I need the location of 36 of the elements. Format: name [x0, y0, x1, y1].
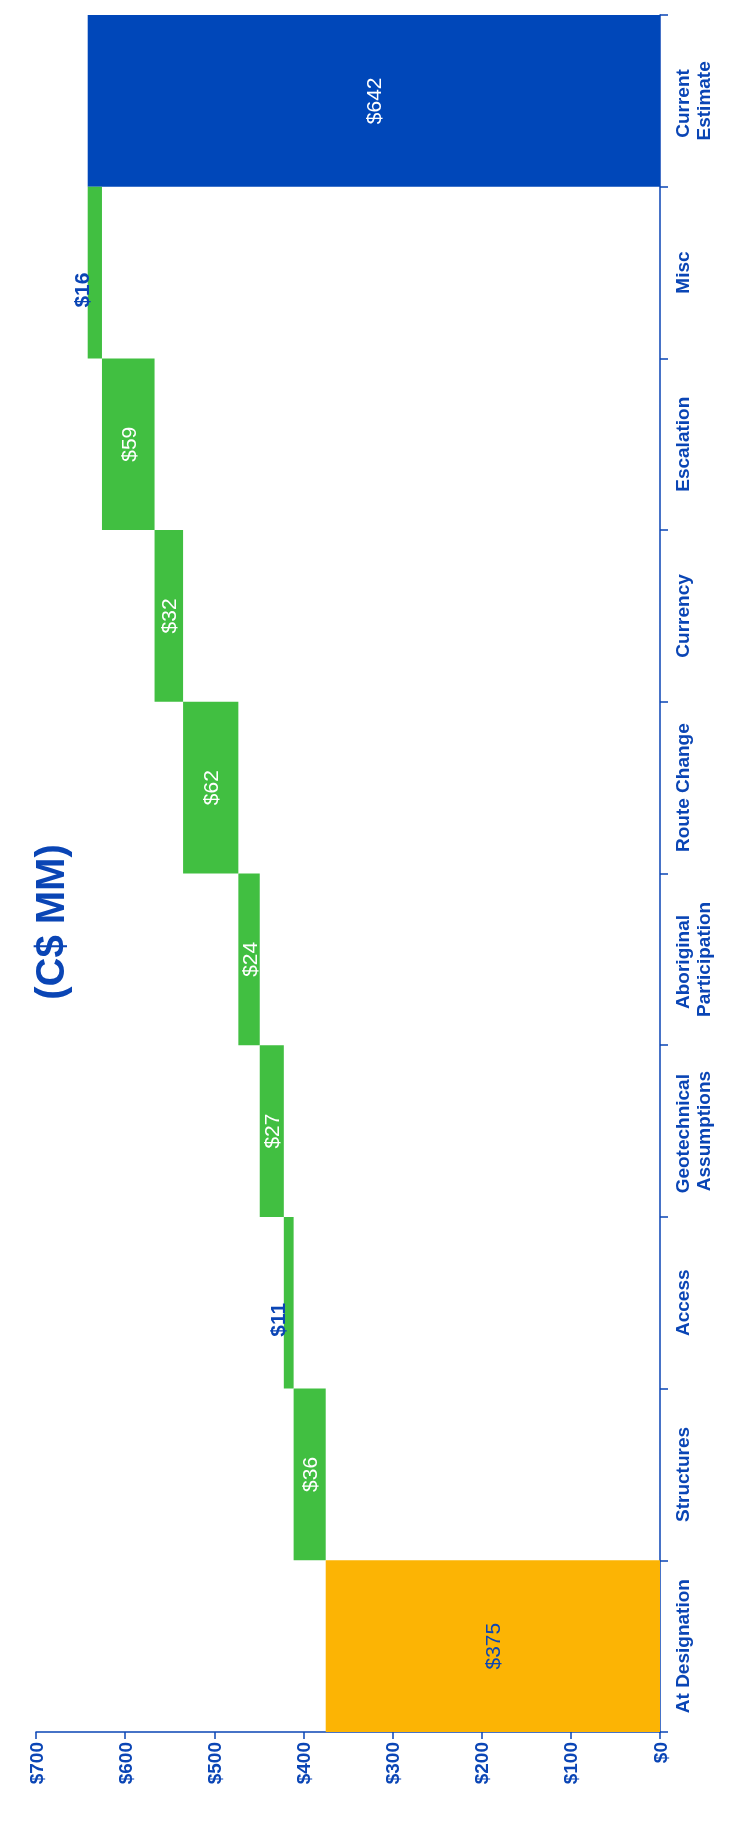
y-tick-label: Current Estimate	[672, 61, 714, 141]
x-tick-label: $0	[649, 1742, 671, 1764]
data-label: $16	[70, 272, 94, 308]
y-tick-label: Geotechnical Assumptions	[672, 1068, 714, 1194]
bar	[238, 873, 260, 1046]
data-label: $24	[237, 941, 261, 977]
x-tick-label: $600	[114, 1742, 136, 1785]
data-label: $36	[298, 1456, 322, 1492]
data-label: $59	[116, 426, 140, 462]
data-label: $642	[362, 77, 386, 125]
data-label: $375	[481, 1622, 505, 1670]
data-label: $62	[199, 770, 223, 806]
x-tick-label: $400	[292, 1742, 314, 1785]
data-label: $32	[157, 598, 181, 634]
y-tick-label: At Designation	[672, 1579, 693, 1714]
y-tick-label: Aboriginal Participation	[672, 901, 714, 1017]
bar	[183, 701, 239, 874]
data-label: $11	[266, 1302, 290, 1337]
data-label: $27	[260, 1113, 284, 1149]
text: (C$ MM)	[28, 844, 72, 1000]
y-tick-label: Structures	[672, 1426, 693, 1522]
x-tick-label: $700	[25, 1742, 47, 1785]
x-tick-label: $200	[471, 1742, 493, 1785]
y-tick-label: Access	[672, 1269, 693, 1337]
y-tick-label: Route Change	[672, 723, 693, 853]
x-tick-label: $300	[382, 1742, 404, 1785]
bar	[101, 358, 155, 531]
bar	[325, 1560, 660, 1732]
x-tick-label: $100	[560, 1742, 582, 1785]
x-tick-label: $500	[203, 1742, 225, 1785]
y-tick-label: Misc	[672, 251, 693, 294]
y-tick-label: Currency	[672, 573, 693, 658]
bar	[259, 1045, 284, 1217]
y-tick-label: Escalation	[672, 396, 693, 492]
bar	[293, 1388, 326, 1561]
bar	[154, 530, 184, 702]
